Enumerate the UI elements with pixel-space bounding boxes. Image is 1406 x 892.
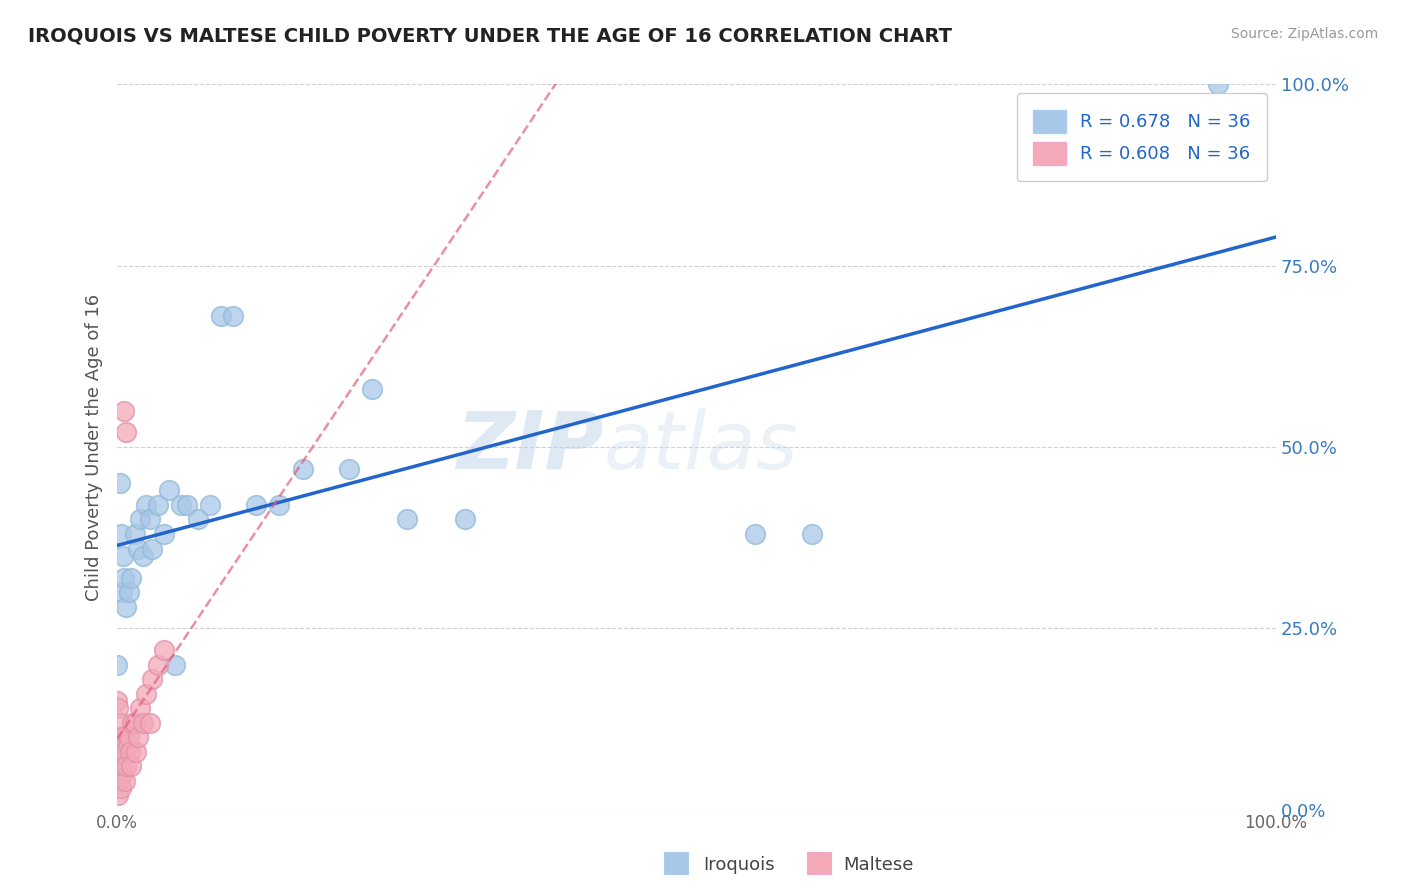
Point — [105, 657, 128, 672]
Point — [110, 780, 132, 795]
Legend: R = 0.678   N = 36, R = 0.608   N = 36: R = 0.678 N = 36, R = 0.608 N = 36 — [1017, 94, 1267, 181]
Point — [127, 730, 149, 744]
Point — [114, 773, 136, 788]
Point — [105, 766, 128, 780]
Point — [129, 701, 152, 715]
Text: Maltese: Maltese — [844, 855, 914, 873]
Point — [744, 527, 766, 541]
Point — [111, 549, 134, 563]
Point — [115, 759, 138, 773]
Point — [131, 715, 153, 730]
Point — [395, 512, 418, 526]
Point — [176, 498, 198, 512]
Point — [107, 730, 129, 744]
Point — [111, 759, 134, 773]
Y-axis label: Child Poverty Under the Age of 16: Child Poverty Under the Age of 16 — [86, 293, 103, 600]
Point — [121, 715, 143, 730]
Point — [107, 759, 129, 773]
Point — [120, 570, 142, 584]
Point — [112, 745, 135, 759]
Point — [152, 527, 174, 541]
Point — [115, 425, 138, 440]
Text: Iroquois: Iroquois — [703, 855, 775, 873]
Point — [124, 527, 146, 541]
Point — [170, 498, 193, 512]
Point — [108, 476, 131, 491]
Point — [135, 498, 157, 512]
Text: IROQUOIS VS MALTESE CHILD POVERTY UNDER THE AGE OF 16 CORRELATION CHART: IROQUOIS VS MALTESE CHILD POVERTY UNDER … — [28, 27, 952, 45]
Point — [291, 461, 314, 475]
Point — [110, 752, 132, 766]
Point — [110, 527, 132, 541]
Point — [118, 585, 141, 599]
Point — [269, 498, 291, 512]
Point — [111, 730, 134, 744]
Point — [115, 599, 138, 614]
Point — [157, 483, 180, 498]
Point — [108, 715, 131, 730]
Point — [165, 657, 187, 672]
Point — [108, 745, 131, 759]
Point — [118, 745, 141, 759]
Point — [105, 694, 128, 708]
Point — [117, 737, 139, 751]
Point — [146, 498, 169, 512]
Point — [108, 773, 131, 788]
Point — [131, 549, 153, 563]
Point — [138, 512, 160, 526]
Point — [120, 759, 142, 773]
Point — [118, 730, 141, 744]
Point — [138, 715, 160, 730]
Point — [112, 570, 135, 584]
Point — [107, 788, 129, 802]
Point — [187, 512, 209, 526]
Text: atlas: atlas — [603, 408, 799, 486]
Point — [127, 541, 149, 556]
Point — [1206, 78, 1229, 92]
Point — [124, 715, 146, 730]
Point — [111, 766, 134, 780]
Point — [454, 512, 477, 526]
Point — [107, 701, 129, 715]
Text: ZIP: ZIP — [457, 408, 603, 486]
Point — [129, 512, 152, 526]
Point — [337, 461, 360, 475]
Point — [245, 498, 267, 512]
Point — [361, 382, 384, 396]
Point — [801, 527, 824, 541]
Point — [141, 541, 163, 556]
Point — [125, 745, 148, 759]
Point — [152, 643, 174, 657]
Point — [146, 657, 169, 672]
Point — [211, 310, 233, 324]
Point — [135, 686, 157, 700]
Point — [111, 737, 134, 751]
Point — [105, 730, 128, 744]
Point — [112, 403, 135, 417]
Point — [198, 498, 221, 512]
Point — [141, 672, 163, 686]
Point — [222, 310, 245, 324]
Text: Source: ZipAtlas.com: Source: ZipAtlas.com — [1230, 27, 1378, 41]
Point — [111, 585, 134, 599]
